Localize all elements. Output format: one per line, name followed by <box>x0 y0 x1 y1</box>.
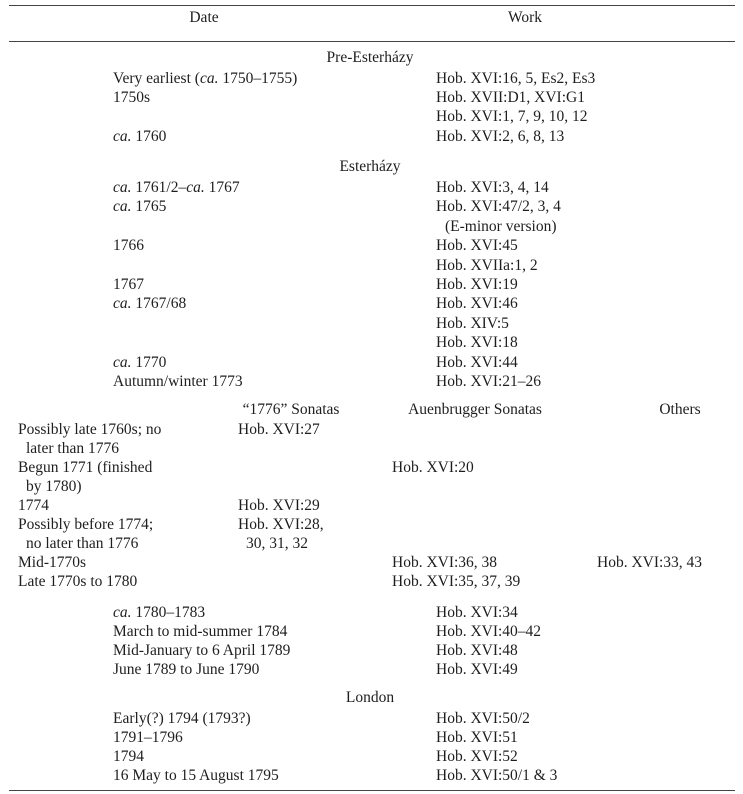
date-cell: 1750s <box>113 89 151 107</box>
work-cell: Hob. XVI:46 <box>436 295 518 313</box>
date-cell: March to mid-summer 1784 <box>113 623 288 640</box>
date-cell: Possibly before 1774; <box>18 516 154 533</box>
date-cell: Very earliest (ca. 1750–1755) <box>113 70 298 87</box>
section-heading: London <box>345 689 395 706</box>
others-cell: Hob. XVI:33, 43 <box>597 554 703 571</box>
column-header-work: Work <box>507 9 543 26</box>
date-cell: ca. 1770 <box>113 353 167 371</box>
work-cell: Hob. XVI:1, 7, 9, 10, 12 <box>436 108 588 126</box>
column-header-date: Date <box>189 9 219 26</box>
header-rule <box>9 41 735 42</box>
date-cell: 1766 <box>113 237 144 255</box>
work-cell: Hob. XVI:16, 5, Es2, Es3 <box>436 70 596 87</box>
date-cell: Begun 1771 (finished <box>18 459 153 476</box>
auenbrugger-cell: Hob. XVI:20 <box>392 459 474 476</box>
date-cell: Early(?) 1794 (1793?) <box>113 710 251 727</box>
date-cell: ca. 1780–1783 <box>113 604 206 621</box>
work-cell: Hob. XVI:2, 6, 8, 13 <box>436 127 565 145</box>
work-cell: Hob. XVI:48 <box>436 642 518 659</box>
subcolumn-header: Auenbrugger Sonatas <box>408 401 542 418</box>
top-rule <box>9 5 735 6</box>
work-cell: Hob. XVII:D1, XVI:G1 <box>436 89 585 107</box>
date-cell: Possibly late 1760s; no <box>18 421 162 438</box>
date-cell: 1791–1796 <box>113 729 183 746</box>
sonatas-1776-cell: Hob. XVI:27 <box>238 421 320 438</box>
work-cell: Hob. XVI:44 <box>436 353 518 371</box>
work-cell: Hob. XVI:40–42 <box>436 623 542 640</box>
date-cell: no later than 1776 <box>26 535 139 552</box>
work-cell: Hob. XVIIa:1, 2 <box>436 256 538 274</box>
date-cell: Mid-January to 6 April 1789 <box>113 642 291 659</box>
date-cell: ca. 1761/2–ca. 1767 <box>113 179 240 196</box>
work-cell: Hob. XVI:34 <box>436 604 518 621</box>
work-cell: Hob. XIV:5 <box>436 314 509 332</box>
sonatas-1776-cell: Hob. XVI:29 <box>238 497 320 514</box>
subcolumn-header: “1776” Sonatas <box>242 401 340 418</box>
date-cell: Autumn/winter 1773 <box>113 373 243 390</box>
date-cell: 1794 <box>113 748 144 765</box>
work-cell: Hob. XVI:3, 4, 14 <box>436 179 549 196</box>
date-cell: Mid-1770s <box>18 554 87 571</box>
work-cell: Hob. XVI:52 <box>436 748 518 765</box>
date-cell: ca. 1767/68 <box>113 295 187 313</box>
work-cell: (E-minor version) <box>445 217 557 235</box>
work-cell: Hob. XVI:51 <box>436 729 518 746</box>
work-cell: Hob. XVI:49 <box>436 661 518 678</box>
section-heading: Esterházy <box>339 158 401 175</box>
date-cell: ca. 1760 <box>113 127 167 145</box>
subcolumn-header: Others <box>659 401 701 418</box>
work-cell: Hob. XVI:47/2, 3, 4 <box>436 198 561 216</box>
date-cell: later than 1776 <box>26 440 119 457</box>
work-cell: Hob. XVI:50/1 & 3 <box>436 767 558 784</box>
work-cell: Hob. XVI:45 <box>436 237 518 255</box>
auenbrugger-cell: Hob. XVI:35, 37, 39 <box>392 573 521 590</box>
auenbrugger-cell: Hob. XVI:36, 38 <box>392 554 498 571</box>
date-cell: 1767 <box>113 276 144 293</box>
work-cell: Hob. XVI:21–26 <box>436 373 542 390</box>
date-cell: 16 May to 15 August 1795 <box>113 767 279 784</box>
date-cell: ca. 1765 <box>113 198 167 216</box>
sonatas-1776-cell: Hob. XVI:28, <box>238 516 324 533</box>
date-cell: June 1789 to June 1790 <box>113 661 260 678</box>
sonatas-1776-cell: 30, 31, 32 <box>246 535 308 552</box>
date-cell: 1774 <box>18 497 49 514</box>
bottom-rule <box>9 790 735 791</box>
date-cell: by 1780) <box>26 478 82 495</box>
date-cell: Late 1770s to 1780 <box>18 573 138 590</box>
work-cell: Hob. XVI:50/2 <box>436 710 530 727</box>
section-heading: Pre-Esterházy <box>326 49 414 66</box>
work-cell: Hob. XVI:18 <box>436 334 518 352</box>
work-cell: Hob. XVI:19 <box>436 276 518 293</box>
